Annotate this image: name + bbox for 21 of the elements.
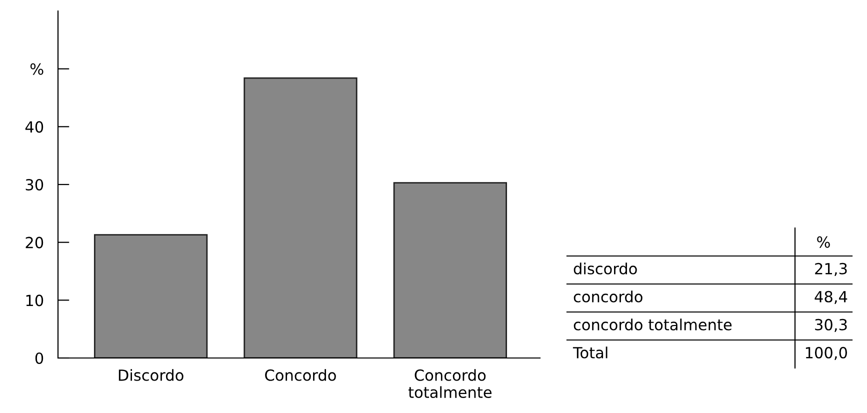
y-tick-label: 40 — [25, 121, 44, 133]
text: % — [817, 236, 830, 248]
text: 100,0 — [806, 346, 847, 360]
text: 48,4 — [814, 290, 848, 304]
y-tick-label: 10 — [26, 294, 44, 306]
text: 30,3 — [815, 318, 847, 332]
y-tick-label: 20 — [26, 236, 44, 248]
text: Total — [572, 346, 608, 358]
y-tick-label: 0 — [35, 352, 44, 364]
y-tick-label: 30 — [26, 178, 44, 191]
x-tick-label: Concordo totalmente — [408, 369, 492, 398]
x-tick-label: Concordo — [265, 369, 336, 381]
bar — [393, 182, 508, 358]
text: concordo totalmente — [574, 318, 732, 330]
bar — [94, 234, 208, 358]
text: 21,3 — [815, 262, 847, 276]
bar — [244, 77, 358, 358]
y-tick-label: % — [30, 63, 44, 75]
text: concordo — [574, 290, 642, 302]
x-tick-label: Discordo — [118, 369, 184, 381]
text: discordo — [574, 262, 637, 274]
